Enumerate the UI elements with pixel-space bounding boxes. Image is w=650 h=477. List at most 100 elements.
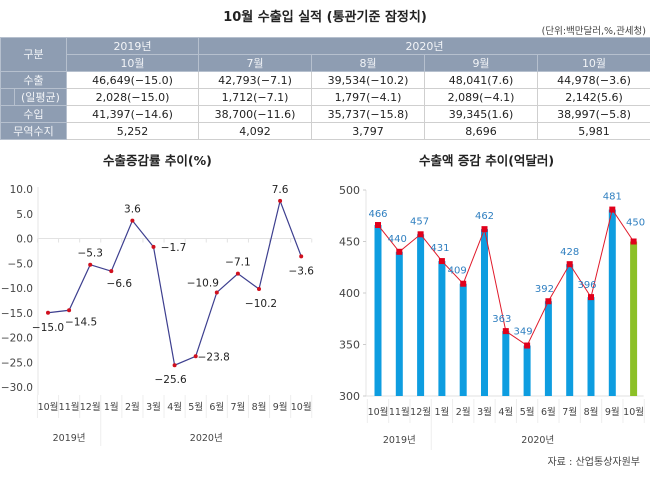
x-tick-label: 1월	[435, 406, 450, 418]
y-tick-label: −15.0	[1, 308, 33, 320]
data-label: −1.7	[161, 242, 187, 254]
left-chart-title: 수출증감률 추이(%)	[103, 153, 212, 168]
bar	[395, 251, 403, 396]
table-row: 수출 46,649(−15.0) 42,793(−7.1) 39,534(−10…	[0, 71, 650, 89]
y-tick-label: 350	[339, 339, 360, 352]
x-tick-label: 11월	[59, 401, 80, 413]
bar	[481, 229, 488, 396]
data-label: 481	[603, 192, 622, 203]
data-point	[214, 290, 219, 295]
y-tick-label: 500	[339, 184, 360, 197]
data-marker	[524, 342, 531, 349]
data-point	[130, 218, 135, 223]
data-marker	[502, 328, 509, 335]
data-label: −7.1	[225, 257, 251, 269]
bar	[417, 234, 425, 396]
data-label: −15.0	[32, 322, 64, 334]
data-label: −10.9	[187, 277, 219, 289]
data-marker	[630, 238, 637, 245]
x-group-label: 2020년	[521, 435, 554, 446]
data-label: 349	[514, 327, 533, 338]
data-marker	[609, 206, 616, 213]
data-label: 462	[475, 211, 494, 222]
month-header: 7월	[198, 54, 312, 72]
data-label: 7.6	[272, 184, 289, 196]
series-line	[47, 198, 302, 367]
table-cell: 48,041(7.6)	[424, 71, 538, 89]
x-tick-label: 3월	[146, 401, 161, 413]
month-header: 10월	[66, 54, 199, 72]
bar	[630, 241, 638, 396]
corner-header: 구분	[0, 37, 67, 72]
data-label: −6.6	[107, 278, 133, 290]
x-tick-label: 7월	[231, 401, 246, 413]
table-cell: 2,089(−4.1)	[424, 88, 538, 106]
data-point	[235, 271, 240, 276]
x-tick-label: 8월	[252, 401, 267, 413]
data-label: 428	[560, 247, 579, 258]
table-cell: 5,981	[537, 122, 650, 140]
table-cell: 39,345(1.6)	[424, 105, 538, 123]
y-tick-label: 450	[339, 236, 360, 249]
y-tick-label: 10.0	[10, 184, 33, 196]
data-label: −5.3	[77, 248, 103, 260]
table-cell: 2,028(−15.0)	[66, 88, 199, 106]
table-cell: 5,252	[66, 122, 199, 140]
y-tick-label: 300	[339, 390, 360, 403]
y-tick-label: −25.0	[1, 357, 33, 369]
x-tick-label: 11월	[389, 406, 410, 418]
right-chart-title: 수출액 증감 추이(억달러)	[419, 153, 555, 168]
x-group-label: 2020년	[190, 433, 223, 444]
x-tick-label: 4월	[498, 406, 513, 418]
x-tick-label: 10월	[623, 406, 644, 418]
table-cell: 8,696	[424, 122, 538, 140]
table-cell: 1,712(−7.1)	[198, 88, 312, 106]
x-tick-label: 6월	[209, 401, 224, 413]
x-tick-label: 10월	[368, 406, 389, 418]
data-point	[46, 310, 50, 315]
data-point	[299, 254, 304, 259]
data-marker	[460, 280, 467, 287]
data-marker	[396, 248, 403, 255]
x-tick-label: 3월	[477, 406, 492, 418]
x-group-label: 2019년	[53, 433, 86, 444]
table-row: (일평균) 2,028(−15.0) 1,712(−7.1) 1,797(−4.…	[0, 88, 650, 106]
bar	[587, 297, 595, 396]
data-point	[109, 269, 114, 274]
table-cell: 42,793(−7.1)	[198, 71, 312, 89]
month-header: 9월	[424, 54, 538, 72]
data-point	[88, 262, 93, 267]
x-tick-label: 10월	[38, 401, 59, 413]
data-label: 431	[430, 243, 449, 254]
data-label: −23.8	[198, 351, 230, 363]
data-point	[172, 363, 177, 368]
x-tick-label: 8월	[584, 406, 599, 418]
data-marker	[417, 231, 424, 238]
row-label: 무역수지	[0, 122, 67, 140]
y-tick-label: 5.0	[16, 209, 33, 221]
table-row: 무역수지 5,252 4,092 3,797 8,696 5,981	[0, 122, 650, 140]
data-label: −25.6	[155, 374, 187, 386]
data-marker	[545, 298, 552, 305]
data-point	[151, 244, 156, 249]
source-note: 자료 : 산업통상자원부	[547, 457, 640, 468]
data-label: 466	[368, 209, 387, 220]
y-tick-label: 0.0	[16, 234, 33, 246]
table-cell: 3,797	[311, 122, 425, 140]
row-label: 수출	[0, 71, 67, 89]
x-tick-label: 2월	[456, 406, 471, 418]
table-row: 수입 41,397(−14.6) 38,700(−11.6) 35,737(−1…	[0, 105, 650, 123]
x-tick-label: 1월	[104, 401, 119, 413]
bar	[566, 264, 574, 396]
table-cell: 38,700(−11.6)	[198, 105, 312, 123]
data-point	[67, 308, 72, 313]
table-cell: 38,997(−5.8)	[537, 105, 650, 123]
data-point	[193, 354, 198, 359]
data-label: 396	[577, 280, 596, 291]
table-cell: 4,092	[198, 122, 312, 140]
bar	[438, 261, 446, 396]
bar	[523, 345, 531, 396]
data-label: 457	[410, 216, 429, 227]
data-label: −14.5	[65, 316, 97, 328]
y-tick-label: −10.0	[1, 283, 33, 295]
